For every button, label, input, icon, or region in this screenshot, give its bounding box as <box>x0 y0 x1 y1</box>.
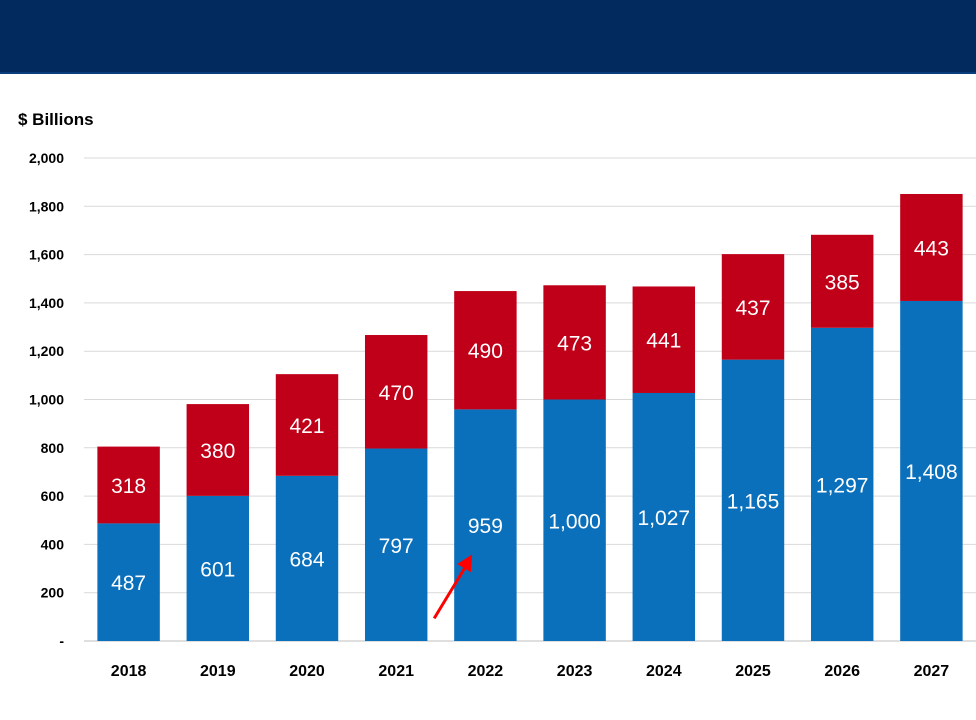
bar-segment-2021-upper <box>364 335 428 449</box>
bar-segment-2019-upper <box>186 404 250 496</box>
y-tick-label: 200 <box>41 585 65 601</box>
x-tick-label: 2026 <box>824 663 860 680</box>
data-label: 437 <box>735 297 770 320</box>
header-band <box>0 0 976 74</box>
bar-segment-2018-upper <box>97 446 160 524</box>
x-axis-ticks: 2018 2019 2020 2021 2022 2023 2024 2025 2026 2027 <box>111 663 949 680</box>
data-label: 1,165 <box>727 490 780 513</box>
y-axis-ticks: - 200 400 600 800 1,000 1,200 1,400 1,600 1,800 2,… <box>29 150 64 649</box>
y-tick-label: 1,000 <box>29 392 64 408</box>
bar-segment-2022-lower <box>454 409 517 641</box>
x-tick-label: 2018 <box>111 663 147 680</box>
data-label: 959 <box>468 515 503 538</box>
bar-segment-2018-lower <box>97 523 160 641</box>
x-tick-label: 2023 <box>557 663 593 680</box>
x-tick-label: 2020 <box>289 663 325 680</box>
y-tick-label: 2,000 <box>29 150 64 166</box>
data-label: 443 <box>914 237 949 260</box>
bar-segment-2027-upper <box>900 193 963 301</box>
bar-segment-2023-lower <box>543 399 606 641</box>
bar-segment-2020-lower <box>275 475 339 641</box>
data-label: 797 <box>379 535 414 558</box>
data-label: 441 <box>646 330 681 353</box>
data-label: 380 <box>200 440 235 463</box>
data-label: 318 <box>111 475 146 498</box>
data-label: 1,297 <box>816 474 869 497</box>
data-labels: 487 318 601 380 684 421 797 470 959 490 1,000 473 1,… <box>111 237 958 595</box>
bar-segment-2019-lower <box>186 495 250 641</box>
bar-segment-2024-lower <box>632 392 696 641</box>
y-tick-label: 1,200 <box>29 343 64 359</box>
x-tick-label: 2027 <box>914 663 950 680</box>
data-label: 1,408 <box>905 461 958 484</box>
y-tick-label: 600 <box>41 488 65 504</box>
data-label: 470 <box>379 382 414 405</box>
data-label: 601 <box>200 558 235 581</box>
bar-segment-2023-upper <box>543 285 606 400</box>
y-axis-unit-label: $ Billions <box>18 110 94 129</box>
y-tick-label: 1,400 <box>29 295 64 311</box>
y-tick-label: 1,600 <box>29 247 64 263</box>
bar-segment-2022-upper <box>454 291 517 410</box>
x-tick-label: 2024 <box>646 663 682 680</box>
y-tick-label: - <box>59 633 64 649</box>
x-tick-label: 2021 <box>378 663 414 680</box>
data-label: 473 <box>557 332 592 355</box>
annotation-arrow <box>432 554 473 620</box>
bar-segment-2027-lower <box>900 300 963 641</box>
y-tick-label: 400 <box>41 536 65 552</box>
data-label: 1,000 <box>548 510 601 533</box>
data-label: 421 <box>289 415 324 438</box>
bar-segment-2025-lower <box>721 359 785 641</box>
arrow-shaft <box>432 561 470 620</box>
data-label: 490 <box>468 340 503 363</box>
x-tick-label: 2019 <box>200 663 236 680</box>
y-tick-label: 800 <box>41 440 65 456</box>
bar-segment-2026-upper <box>810 234 874 328</box>
data-label: 385 <box>825 271 860 294</box>
bar-segment-2021-lower <box>364 448 428 641</box>
bar-segment-2024-upper <box>632 286 696 393</box>
data-label: 684 <box>289 548 324 571</box>
bar-segment-2026-lower <box>810 327 874 641</box>
y-tick-label: 1,800 <box>29 198 64 214</box>
x-tick-label: 2022 <box>468 663 504 680</box>
data-label: 1,027 <box>638 507 691 530</box>
arrow-head <box>457 554 473 573</box>
x-tick-label: 2025 <box>735 663 771 680</box>
bar-segment-2025-upper <box>721 254 785 360</box>
bar-segment-2020-upper <box>275 374 339 476</box>
bars <box>97 193 963 641</box>
data-label: 487 <box>111 572 146 595</box>
